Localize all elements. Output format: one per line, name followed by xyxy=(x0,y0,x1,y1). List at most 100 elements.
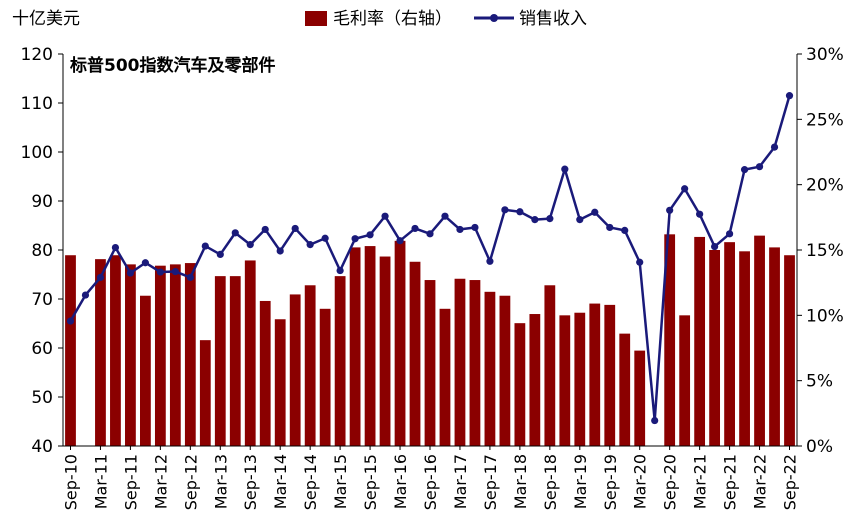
x-axis-tick-label: Mar-15 xyxy=(331,454,350,509)
x-axis-tick-label: Sep-21 xyxy=(721,454,740,510)
x-axis-tick-label: Sep-13 xyxy=(241,454,260,510)
sales-point xyxy=(396,237,404,245)
left-axis-tick-label: 60 xyxy=(31,339,53,359)
gross-margin-bar xyxy=(154,265,166,446)
gross-margin-bar xyxy=(559,315,571,446)
left-axis-tick-label: 110 xyxy=(21,94,53,114)
gross-margin-bar xyxy=(199,340,211,446)
sales-point xyxy=(725,230,734,238)
x-axis-tick-label: Mar-20 xyxy=(631,454,650,509)
left-axis-tick-label: 50 xyxy=(31,388,53,408)
sales-point xyxy=(141,259,149,267)
gross-margin-bar xyxy=(634,350,646,446)
x-axis-tick-label: Sep-10 xyxy=(61,454,80,510)
x-axis-tick-label: Mar-21 xyxy=(691,454,710,509)
sales-point xyxy=(96,273,105,282)
gross-margin-bar xyxy=(140,295,151,446)
gross-margin-bar xyxy=(514,323,526,446)
gross-margin-bar xyxy=(184,263,196,446)
gross-margin-bar xyxy=(709,250,721,446)
gross-margin-bar xyxy=(379,256,391,446)
gross-margin-bar xyxy=(529,314,541,446)
gross-margin-bar xyxy=(394,240,406,446)
axes-layer: 40 50 60 70 80 90 100 110 120 0% 5% 10% 15% 20% 25% 30%… xyxy=(21,45,844,510)
x-axis-tick-label: Mar-16 xyxy=(391,454,410,509)
sales-point xyxy=(426,230,434,238)
gross-margin-bar xyxy=(499,295,511,446)
x-axis-tick-label: Sep-15 xyxy=(361,454,380,510)
sales-point xyxy=(441,212,449,220)
gross-margin-bar xyxy=(424,280,436,446)
right-axis-tick-label: 30% xyxy=(806,45,844,65)
right-axis-tick-label: 20% xyxy=(806,176,844,196)
sales-point xyxy=(456,225,464,234)
gross-margin-bar xyxy=(739,251,750,446)
gross-margin-bar xyxy=(484,291,496,446)
gross-margin-bar xyxy=(95,259,106,446)
gross-margin-bar xyxy=(229,276,241,446)
left-axis-tick-label: 80 xyxy=(31,241,53,261)
legend: 毛利率（右轴） 销售收入 xyxy=(305,9,587,29)
legend-marker-sales xyxy=(490,14,498,22)
left-axis-tick-label: 40 xyxy=(31,437,53,457)
x-axis-tick-label: Sep-19 xyxy=(601,454,620,510)
sales-point xyxy=(201,242,209,250)
gross-margin-bar xyxy=(679,315,691,446)
sales-point xyxy=(156,268,164,276)
sales-point xyxy=(246,241,254,249)
sales-line-layer xyxy=(66,92,794,425)
sales-point xyxy=(666,206,674,214)
sales-point xyxy=(471,223,479,232)
gross-margin-bar xyxy=(439,308,451,446)
gross-margin-bar xyxy=(125,264,136,446)
gross-margin-bar xyxy=(304,285,316,446)
sales-point xyxy=(576,216,584,224)
gross-margin-bar xyxy=(349,247,361,446)
sales-point xyxy=(351,235,359,243)
gross-margin-bar xyxy=(589,303,601,446)
sales-point xyxy=(711,242,719,251)
right-axis-tick-label: 10% xyxy=(806,306,844,326)
sales-point xyxy=(261,225,269,234)
gross-margin-bar xyxy=(724,242,735,446)
x-axis-tick-label: Mar-11 xyxy=(91,454,110,509)
x-axis-tick-label: Sep-17 xyxy=(481,454,500,510)
x-axis-tick-label: Mar-18 xyxy=(511,454,530,509)
left-axis-tick-label: 90 xyxy=(31,192,53,212)
gross-margin-bar xyxy=(274,319,286,446)
x-axis-tick-label: Mar-12 xyxy=(151,454,170,509)
x-axis-tick-label: Mar-19 xyxy=(571,454,590,509)
legend-label-gross-margin: 毛利率（右轴） xyxy=(333,9,452,29)
sales-point xyxy=(501,206,509,214)
gross-margin-bar xyxy=(110,255,121,446)
sales-point xyxy=(651,416,659,425)
sales-point xyxy=(770,143,779,151)
sales-point xyxy=(216,250,224,259)
sales-point xyxy=(231,229,239,237)
bars-layer xyxy=(65,234,795,446)
left-axis-unit-label: 十亿美元 xyxy=(12,9,80,29)
gross-margin-bar xyxy=(214,276,226,446)
sales-point xyxy=(366,231,374,239)
x-axis-tick-label: Mar-13 xyxy=(211,454,230,509)
gross-margin-bar xyxy=(289,294,301,446)
gross-margin-bar xyxy=(319,308,331,446)
gross-margin-bar xyxy=(364,246,376,446)
sales-point xyxy=(81,291,90,299)
gross-margin-bar xyxy=(754,235,765,446)
sales-point xyxy=(621,226,629,234)
x-axis-tick-label: Mar-22 xyxy=(751,454,770,509)
gross-margin-bar xyxy=(334,276,346,446)
sales-point xyxy=(531,216,539,224)
sales-point xyxy=(336,266,344,275)
right-axis-tick-label: 25% xyxy=(806,110,844,130)
gross-margin-bar xyxy=(574,312,586,446)
sales-point xyxy=(546,215,554,223)
gross-margin-bar xyxy=(769,247,780,446)
x-axis-tick-label: Sep-18 xyxy=(541,454,560,510)
sales-point xyxy=(681,185,689,193)
sales-point xyxy=(291,224,299,233)
x-axis-tick-label: Sep-22 xyxy=(781,454,800,510)
sales-point xyxy=(186,273,194,282)
